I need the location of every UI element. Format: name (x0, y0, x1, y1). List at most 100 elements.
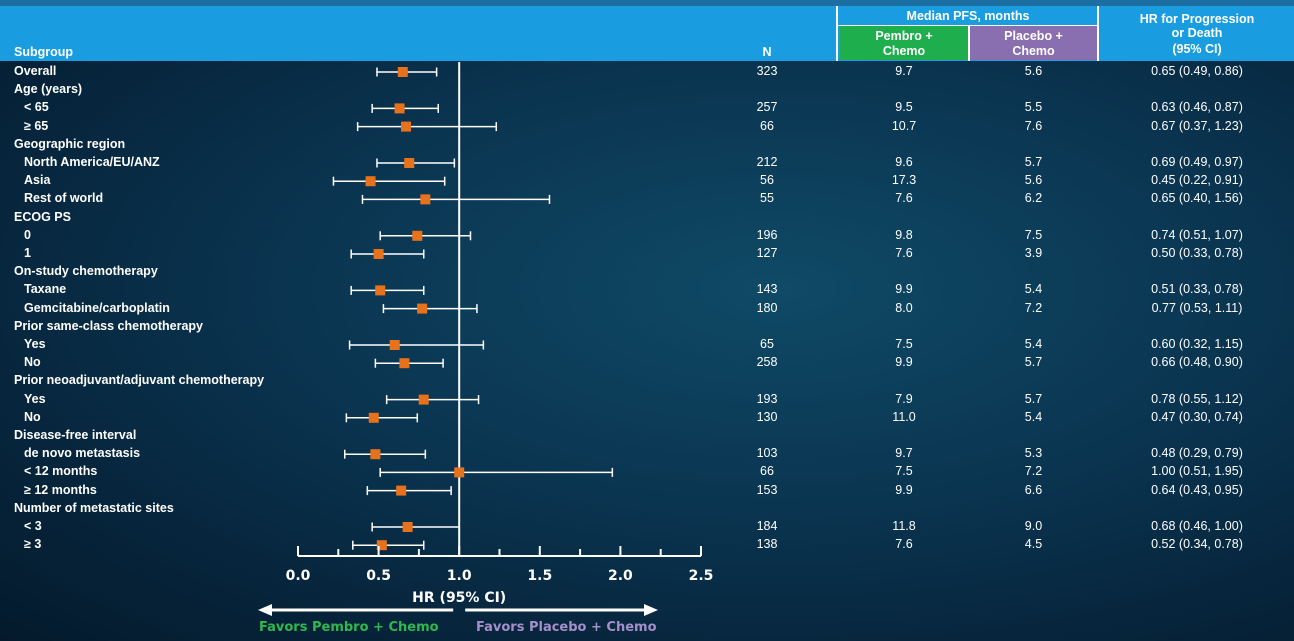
pembro-median-value: 7.5 (895, 464, 913, 479)
hr-ci-value: 0.74 (0.51, 1.07) (1151, 227, 1243, 242)
n-value: 212 (756, 155, 778, 169)
subgroup-label: Taxane (24, 282, 67, 297)
placebo-median-value: 5.4 (1024, 409, 1043, 424)
pembro-median-value: 7.6 (895, 246, 913, 260)
hr-point-marker (402, 522, 413, 532)
hr-ci-value: 1.00 (0.51, 1.95) (1151, 464, 1243, 479)
hr-ci-value: 0.77 (0.53, 1.11) (1151, 300, 1243, 315)
x-tick-label: 1.0 (447, 568, 472, 584)
subgroup-label: Asia (24, 173, 51, 188)
hr-point-marker (368, 412, 379, 423)
subgroup-label: ≥ 12 months (24, 482, 97, 497)
hr-header-line2: or Death (1171, 26, 1223, 40)
pembro-header-line2: Chemo (882, 44, 926, 58)
hr-ci-value: 0.65 (0.40, 1.56) (1151, 191, 1243, 206)
x-tick-label: 0.0 (286, 568, 311, 584)
n-value: 65 (760, 337, 774, 351)
n-value: 66 (760, 464, 774, 479)
subgroup-label: ≥ 3 (24, 537, 42, 552)
subgroup-label: No (24, 355, 41, 370)
placebo-median-value: 9.0 (1024, 519, 1043, 533)
hr-point-marker (420, 194, 431, 205)
favors-placebo-arrowhead (644, 604, 658, 616)
header-divider (968, 26, 970, 61)
pembro-median-value: 9.7 (895, 64, 913, 78)
subgroup-label: Yes (24, 337, 46, 351)
n-value: 56 (760, 173, 774, 188)
n-value: 138 (756, 537, 778, 552)
hr-point-marker (399, 358, 410, 369)
hr-ci-value: 0.66 (0.48, 0.90) (1151, 355, 1243, 370)
placebo-header: Placebo + Chemo (970, 26, 1097, 60)
subgroup-header: Subgroup (14, 45, 74, 59)
placebo-median-value: 7.5 (1024, 227, 1043, 242)
subgroup-label: < 3 (24, 519, 42, 533)
placebo-median-value: 5.4 (1024, 282, 1043, 297)
subgroup-label: 0 (24, 227, 31, 242)
subgroup-label: No (24, 409, 41, 424)
pembro-median-value: 7.9 (895, 391, 913, 406)
n-value: 66 (760, 118, 774, 133)
hr-ci-value: 0.67 (0.37, 1.23) (1151, 118, 1243, 133)
pembro-median-value: 9.6 (895, 155, 913, 169)
subgroup-label: de novo metastasis (24, 446, 141, 461)
subgroup-label: Rest of world (24, 191, 104, 206)
hr-ci-value: 0.45 (0.22, 0.91) (1151, 173, 1243, 188)
x-tick-label: 2.5 (689, 568, 714, 584)
hr-point-marker (376, 540, 387, 551)
subgroup-label: ≥ 65 (24, 118, 49, 133)
pembro-median-value: 9.8 (895, 227, 913, 242)
median-pfs-header: Median PFS, months (906, 9, 1030, 23)
n-value: 180 (756, 300, 778, 315)
subgroup-heading: Prior neoadjuvant/adjuvant chemotherapy (14, 373, 265, 388)
n-value: 193 (756, 391, 778, 406)
n-header: N (762, 45, 772, 59)
subgroup-label: < 12 months (24, 464, 98, 479)
pembro-median-value: 17.3 (891, 173, 917, 188)
hr-ci-value: 0.51 (0.33, 0.78) (1151, 282, 1243, 297)
placebo-median-value: 5.3 (1024, 446, 1043, 461)
x-axis-label: HR (95% CI) (412, 590, 506, 606)
placebo-header-line1: Placebo + (1004, 29, 1063, 43)
hr-point-marker (412, 230, 423, 241)
placebo-header-line2: Chemo (1012, 44, 1055, 58)
n-value: 323 (756, 64, 778, 78)
pembro-header: Pembro + Chemo (840, 26, 968, 60)
hr-point-marker (404, 158, 415, 168)
hr-point-marker (370, 449, 381, 460)
hr-point-marker (394, 103, 405, 114)
n-value: 55 (760, 191, 774, 206)
pembro-median-value: 7.6 (895, 191, 913, 206)
pembro-median-value: 11.8 (892, 519, 916, 533)
subgroup-label: Yes (24, 391, 46, 406)
hr-point-marker (397, 67, 408, 77)
pembro-header-line1: Pembro + (875, 29, 933, 43)
pembro-median-value: 9.9 (895, 482, 913, 497)
hr-ci-value: 0.78 (0.55, 1.12) (1151, 391, 1243, 406)
pembro-median-value: 9.9 (895, 282, 913, 297)
favors-pembro-arrowhead (258, 604, 272, 616)
placebo-median-value: 5.6 (1024, 173, 1043, 188)
hr-ci-value: 0.52 (0.34, 0.78) (1151, 537, 1243, 552)
hr-ci-value: 0.69 (0.49, 0.97) (1151, 155, 1243, 169)
hr-point-marker (365, 176, 376, 187)
placebo-median-value: 5.7 (1024, 155, 1043, 169)
n-value: 257 (756, 100, 778, 115)
hr-header-line3: (95% CI) (1172, 42, 1222, 56)
pembro-median-value: 8.0 (895, 300, 913, 315)
pembro-median-value: 10.7 (891, 118, 917, 133)
placebo-median-value: 6.6 (1024, 482, 1043, 497)
subgroup-heading: ECOG PS (14, 209, 71, 224)
placebo-median-value: 3.9 (1024, 246, 1043, 260)
favors-placebo-label: Favors Placebo + Chemo (476, 620, 657, 635)
hr-ci-value: 0.60 (0.32, 1.15) (1151, 337, 1243, 351)
favors-pembro-label: Favors Pembro + Chemo (259, 620, 439, 635)
hr-ci-value: 0.48 (0.29, 0.79) (1151, 446, 1243, 461)
hr-point-marker (373, 249, 384, 259)
subgroup-label: North America/EU/ANZ (24, 155, 160, 169)
n-value: 143 (756, 282, 778, 297)
hr-point-marker (375, 285, 386, 296)
header-divider (1097, 6, 1099, 61)
n-value: 130 (756, 409, 778, 424)
